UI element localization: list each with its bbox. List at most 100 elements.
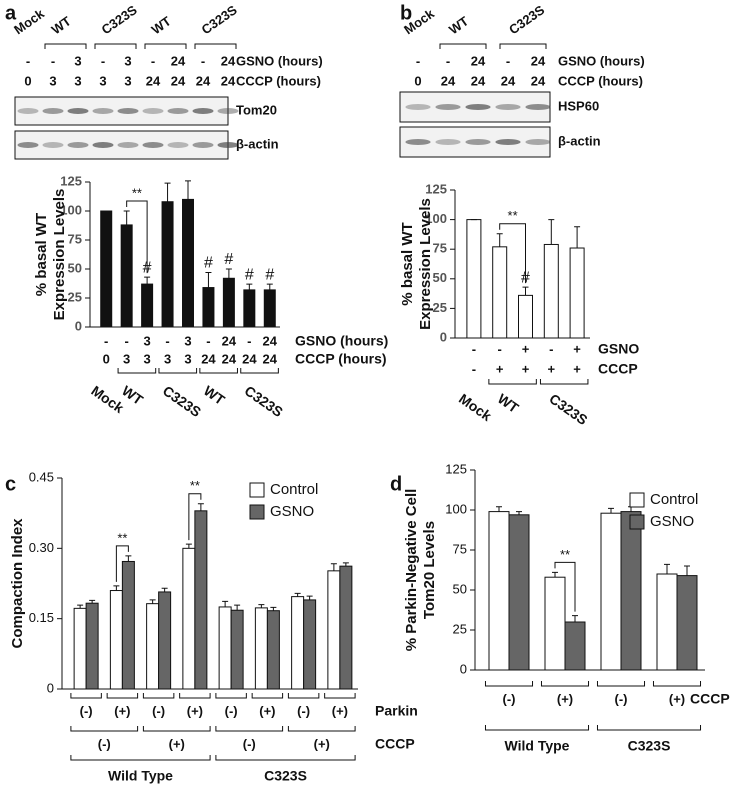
- error-bar: [113, 585, 120, 591]
- row-cell: +: [522, 361, 530, 376]
- y-tick-label: 0.45: [29, 469, 54, 484]
- panel-letter: a: [5, 2, 17, 24]
- bar: [182, 547, 196, 690]
- error-bar: [306, 595, 313, 600]
- annotation: #: [143, 259, 152, 276]
- row-cell: 0: [103, 351, 110, 366]
- lane-cell: 3: [124, 53, 131, 68]
- y-tick-label: 75: [453, 541, 467, 556]
- panel-letter: b: [400, 2, 412, 24]
- bar: [254, 607, 268, 690]
- bracket: [194, 43, 237, 49]
- y-tick-label: 25: [453, 621, 467, 636]
- bar: [488, 511, 510, 671]
- band: [465, 139, 491, 145]
- group-label: Mock: [88, 382, 127, 416]
- bar: [230, 609, 244, 690]
- error-bar: [222, 600, 229, 607]
- annotation-bracket: [115, 545, 129, 582]
- lane-cell: 3: [124, 73, 131, 88]
- row-cell: (-): [243, 736, 256, 751]
- error-bar: [89, 599, 96, 604]
- band-label: β-actin: [558, 133, 601, 148]
- bracket: [240, 368, 279, 374]
- lane-cell: 3: [99, 73, 106, 88]
- bracket: [142, 726, 211, 732]
- bar: [202, 287, 215, 328]
- band: [217, 142, 239, 148]
- row-cell: (-): [225, 703, 238, 718]
- row-label: CCCP (hours): [558, 73, 643, 88]
- y-tick-label: 125: [60, 173, 82, 188]
- bar: [544, 576, 566, 671]
- row-cell: -: [165, 333, 169, 348]
- bar: [73, 607, 87, 690]
- error-bar: [496, 506, 502, 512]
- annotation-bracket: [188, 493, 202, 541]
- bar: [466, 219, 482, 339]
- bar: [303, 599, 317, 690]
- group-label: Mock: [456, 390, 495, 424]
- bar: [100, 210, 113, 328]
- bracket: [70, 693, 102, 699]
- error-bar: [496, 233, 503, 247]
- legend-swatch: [249, 504, 265, 520]
- legend-label: Control: [650, 491, 698, 508]
- band: [92, 108, 114, 114]
- y-axis-label: Tom20 Levels: [421, 521, 438, 619]
- legend-swatch: [629, 514, 645, 530]
- error-bar: [161, 587, 168, 592]
- lane-cell: -: [101, 53, 105, 68]
- y-axis-label: Expression Levels: [417, 198, 434, 330]
- bracket: [287, 693, 320, 699]
- row-cell: -: [247, 333, 251, 348]
- row-cell: 24: [242, 351, 257, 366]
- row-label: CCCP (hours): [295, 351, 387, 367]
- y-tick-label: 0: [75, 318, 82, 333]
- band: [192, 142, 214, 148]
- bracket: [199, 368, 238, 374]
- error-bar: [574, 226, 581, 249]
- row-cell: (+): [314, 736, 330, 751]
- group-label: C323S: [264, 768, 307, 784]
- band: [465, 104, 491, 110]
- row-cell: (-): [503, 691, 516, 706]
- y-tick-label: 125: [445, 461, 467, 476]
- row-cell: 3: [123, 351, 130, 366]
- bar: [243, 289, 256, 328]
- band: [42, 142, 64, 148]
- y-tick-label: 50: [68, 260, 82, 275]
- band: [92, 142, 114, 148]
- lane-cell: 24: [471, 53, 486, 68]
- annotation-bracket: [554, 561, 576, 612]
- error-bar: [123, 210, 130, 225]
- row-label: CCCP: [375, 736, 415, 752]
- y-tick-label: 125: [425, 181, 447, 196]
- row-cell: -: [549, 341, 553, 356]
- band: [435, 139, 461, 145]
- bar: [676, 575, 698, 671]
- bar: [158, 591, 172, 690]
- annotation: **: [560, 547, 570, 562]
- lane-header: C323S: [506, 2, 547, 37]
- error-bar: [552, 571, 558, 578]
- y-tick-label: 0.30: [29, 540, 54, 555]
- error-bar: [342, 562, 349, 567]
- bracket: [44, 43, 87, 49]
- y-tick-label: 0: [47, 680, 54, 695]
- group-label: Wild Type: [505, 738, 570, 754]
- y-tick-label: 25: [433, 300, 447, 315]
- y-axis-label: % basal WT: [399, 222, 416, 305]
- row-cell: 24: [222, 333, 237, 348]
- row-label: CCCP: [690, 691, 730, 707]
- row-cell: -: [472, 361, 476, 376]
- row-cell: (-): [98, 736, 111, 751]
- bar: [339, 565, 353, 690]
- y-tick-label: 100: [425, 211, 447, 226]
- lane-cell: 24: [196, 73, 211, 88]
- bar: [656, 573, 678, 671]
- annotation: **: [190, 478, 200, 493]
- row-label: Parkin: [375, 703, 418, 719]
- bar: [291, 596, 305, 690]
- band: [142, 108, 164, 114]
